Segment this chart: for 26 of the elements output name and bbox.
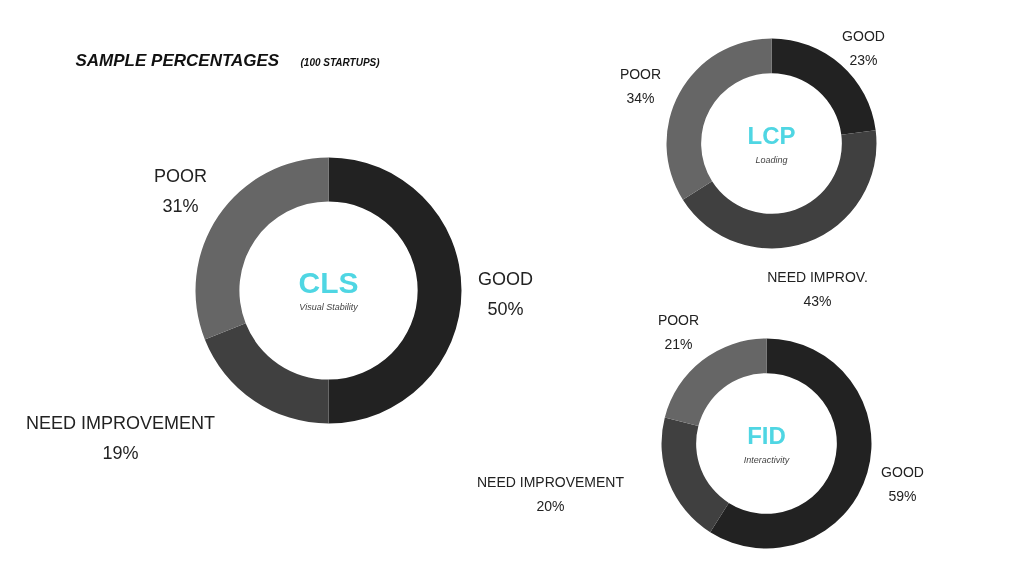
slice-label: NEED IMPROV. — [767, 268, 868, 285]
data-label: 50% — [487, 298, 524, 319]
slice-label: GOOD — [842, 27, 885, 44]
text: LCP — [747, 122, 796, 149]
data-label: 20% — [536, 497, 565, 514]
slice-label: NEED IMPROVEMENT — [476, 473, 625, 490]
slice-label: NEED IMPROVEMENT — [25, 412, 216, 433]
data-label: 21% — [664, 335, 693, 352]
slice-label: POOR — [154, 165, 208, 186]
slice-label: GOOD — [881, 463, 924, 480]
data-label: 43% — [803, 292, 832, 309]
data-label: 23% — [849, 51, 878, 68]
data-label: 59% — [888, 487, 917, 504]
slice-label: GOOD — [478, 268, 534, 289]
slice-label: POOR — [619, 65, 662, 82]
data-label: 19% — [102, 442, 139, 463]
chart-title: SAMPLE PERCENTAGES — [75, 51, 280, 70]
text: CLS — [298, 266, 359, 299]
text: Loading — [755, 154, 788, 165]
chart-subtitle: (100 STARTUPS) — [300, 57, 381, 68]
text: Interactivity — [743, 454, 790, 465]
text: FID — [747, 422, 786, 449]
data-label: 34% — [626, 89, 655, 106]
slice-label: POOR — [657, 311, 700, 328]
text: Visual Stability — [299, 301, 359, 312]
data-label: 31% — [162, 195, 199, 216]
